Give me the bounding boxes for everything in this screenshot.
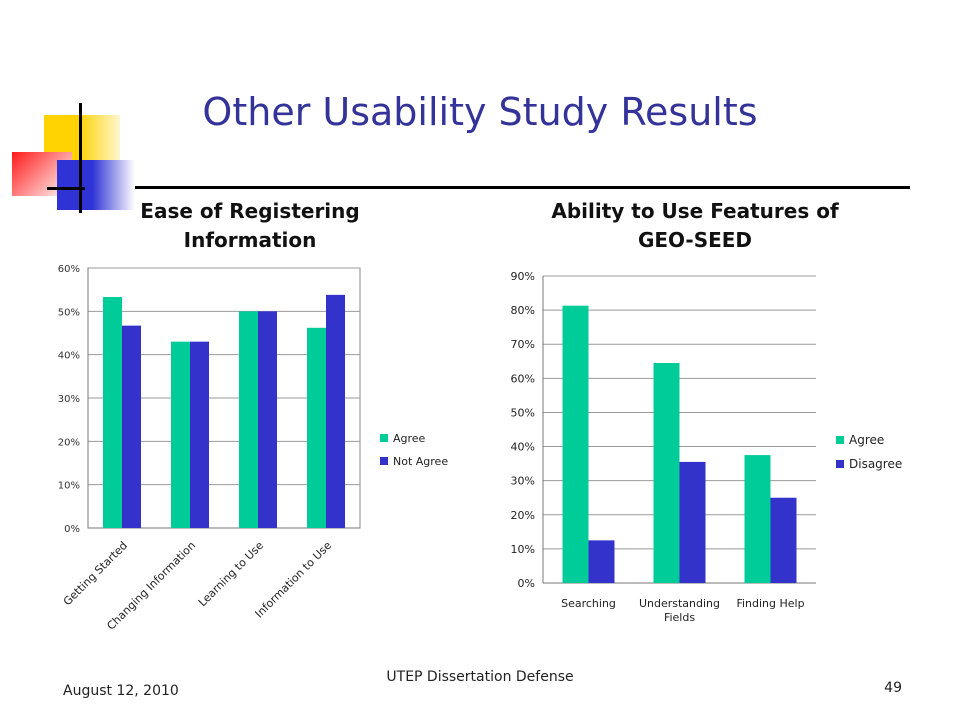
y-tick-label: 10% xyxy=(58,481,80,492)
bar xyxy=(562,305,589,583)
y-tick-label: 50% xyxy=(58,307,80,318)
y-tick-label: 60% xyxy=(511,372,535,385)
x-category-label: Searching xyxy=(561,597,616,610)
bar xyxy=(653,362,680,583)
slide-title: Other Usability Study Results xyxy=(202,90,758,134)
y-tick-label: 20% xyxy=(58,437,80,448)
chart1-title: Ease of Registering Information xyxy=(140,199,360,252)
bar xyxy=(588,540,615,583)
y-tick-label: 20% xyxy=(511,509,535,522)
bar xyxy=(326,294,345,528)
footer-date: August 12, 2010 xyxy=(63,683,179,699)
legend-label: Agree xyxy=(393,432,426,445)
y-tick-label: 0% xyxy=(64,524,80,535)
bar xyxy=(744,455,771,583)
y-tick-label: 0% xyxy=(518,577,535,590)
decor-short-line xyxy=(47,187,85,190)
decor-blue-square xyxy=(57,160,135,210)
legend-label: Agree xyxy=(849,433,884,447)
y-tick-label: 10% xyxy=(511,543,535,556)
bar xyxy=(307,327,326,528)
bar xyxy=(679,461,706,583)
page-number: 49 xyxy=(884,680,902,696)
y-tick-label: 80% xyxy=(511,304,535,317)
bar xyxy=(770,497,797,583)
chart2-title: Ability to Use Features of GEO-SEED xyxy=(551,199,839,252)
y-tick-label: 50% xyxy=(511,406,535,419)
bar xyxy=(122,325,141,528)
y-tick-label: 70% xyxy=(511,338,535,351)
y-tick-label: 40% xyxy=(511,441,535,454)
legend-label: Not Agree xyxy=(393,455,448,468)
bar xyxy=(103,297,122,528)
title-rule xyxy=(135,186,910,189)
legend-swatch xyxy=(836,460,844,468)
bar xyxy=(190,341,209,528)
x-category-label: Finding Help xyxy=(736,597,804,610)
legend-swatch xyxy=(380,457,388,465)
y-tick-label: 40% xyxy=(58,351,80,362)
y-tick-label: 90% xyxy=(511,270,535,283)
legend-swatch xyxy=(380,434,388,442)
y-tick-label: 60% xyxy=(58,264,80,275)
legend-label: Disagree xyxy=(849,457,902,471)
bar xyxy=(239,311,258,528)
y-tick-label: 30% xyxy=(511,475,535,488)
x-category-label-line2: Fields xyxy=(664,611,695,624)
x-category-label: Understanding xyxy=(639,597,720,610)
decor-vertical-line xyxy=(79,103,82,213)
legend-swatch xyxy=(836,436,844,444)
bar xyxy=(258,311,277,528)
bar xyxy=(171,341,190,528)
footer-presentation-name: UTEP Dissertation Defense xyxy=(386,669,574,685)
y-tick-label: 30% xyxy=(58,394,80,405)
